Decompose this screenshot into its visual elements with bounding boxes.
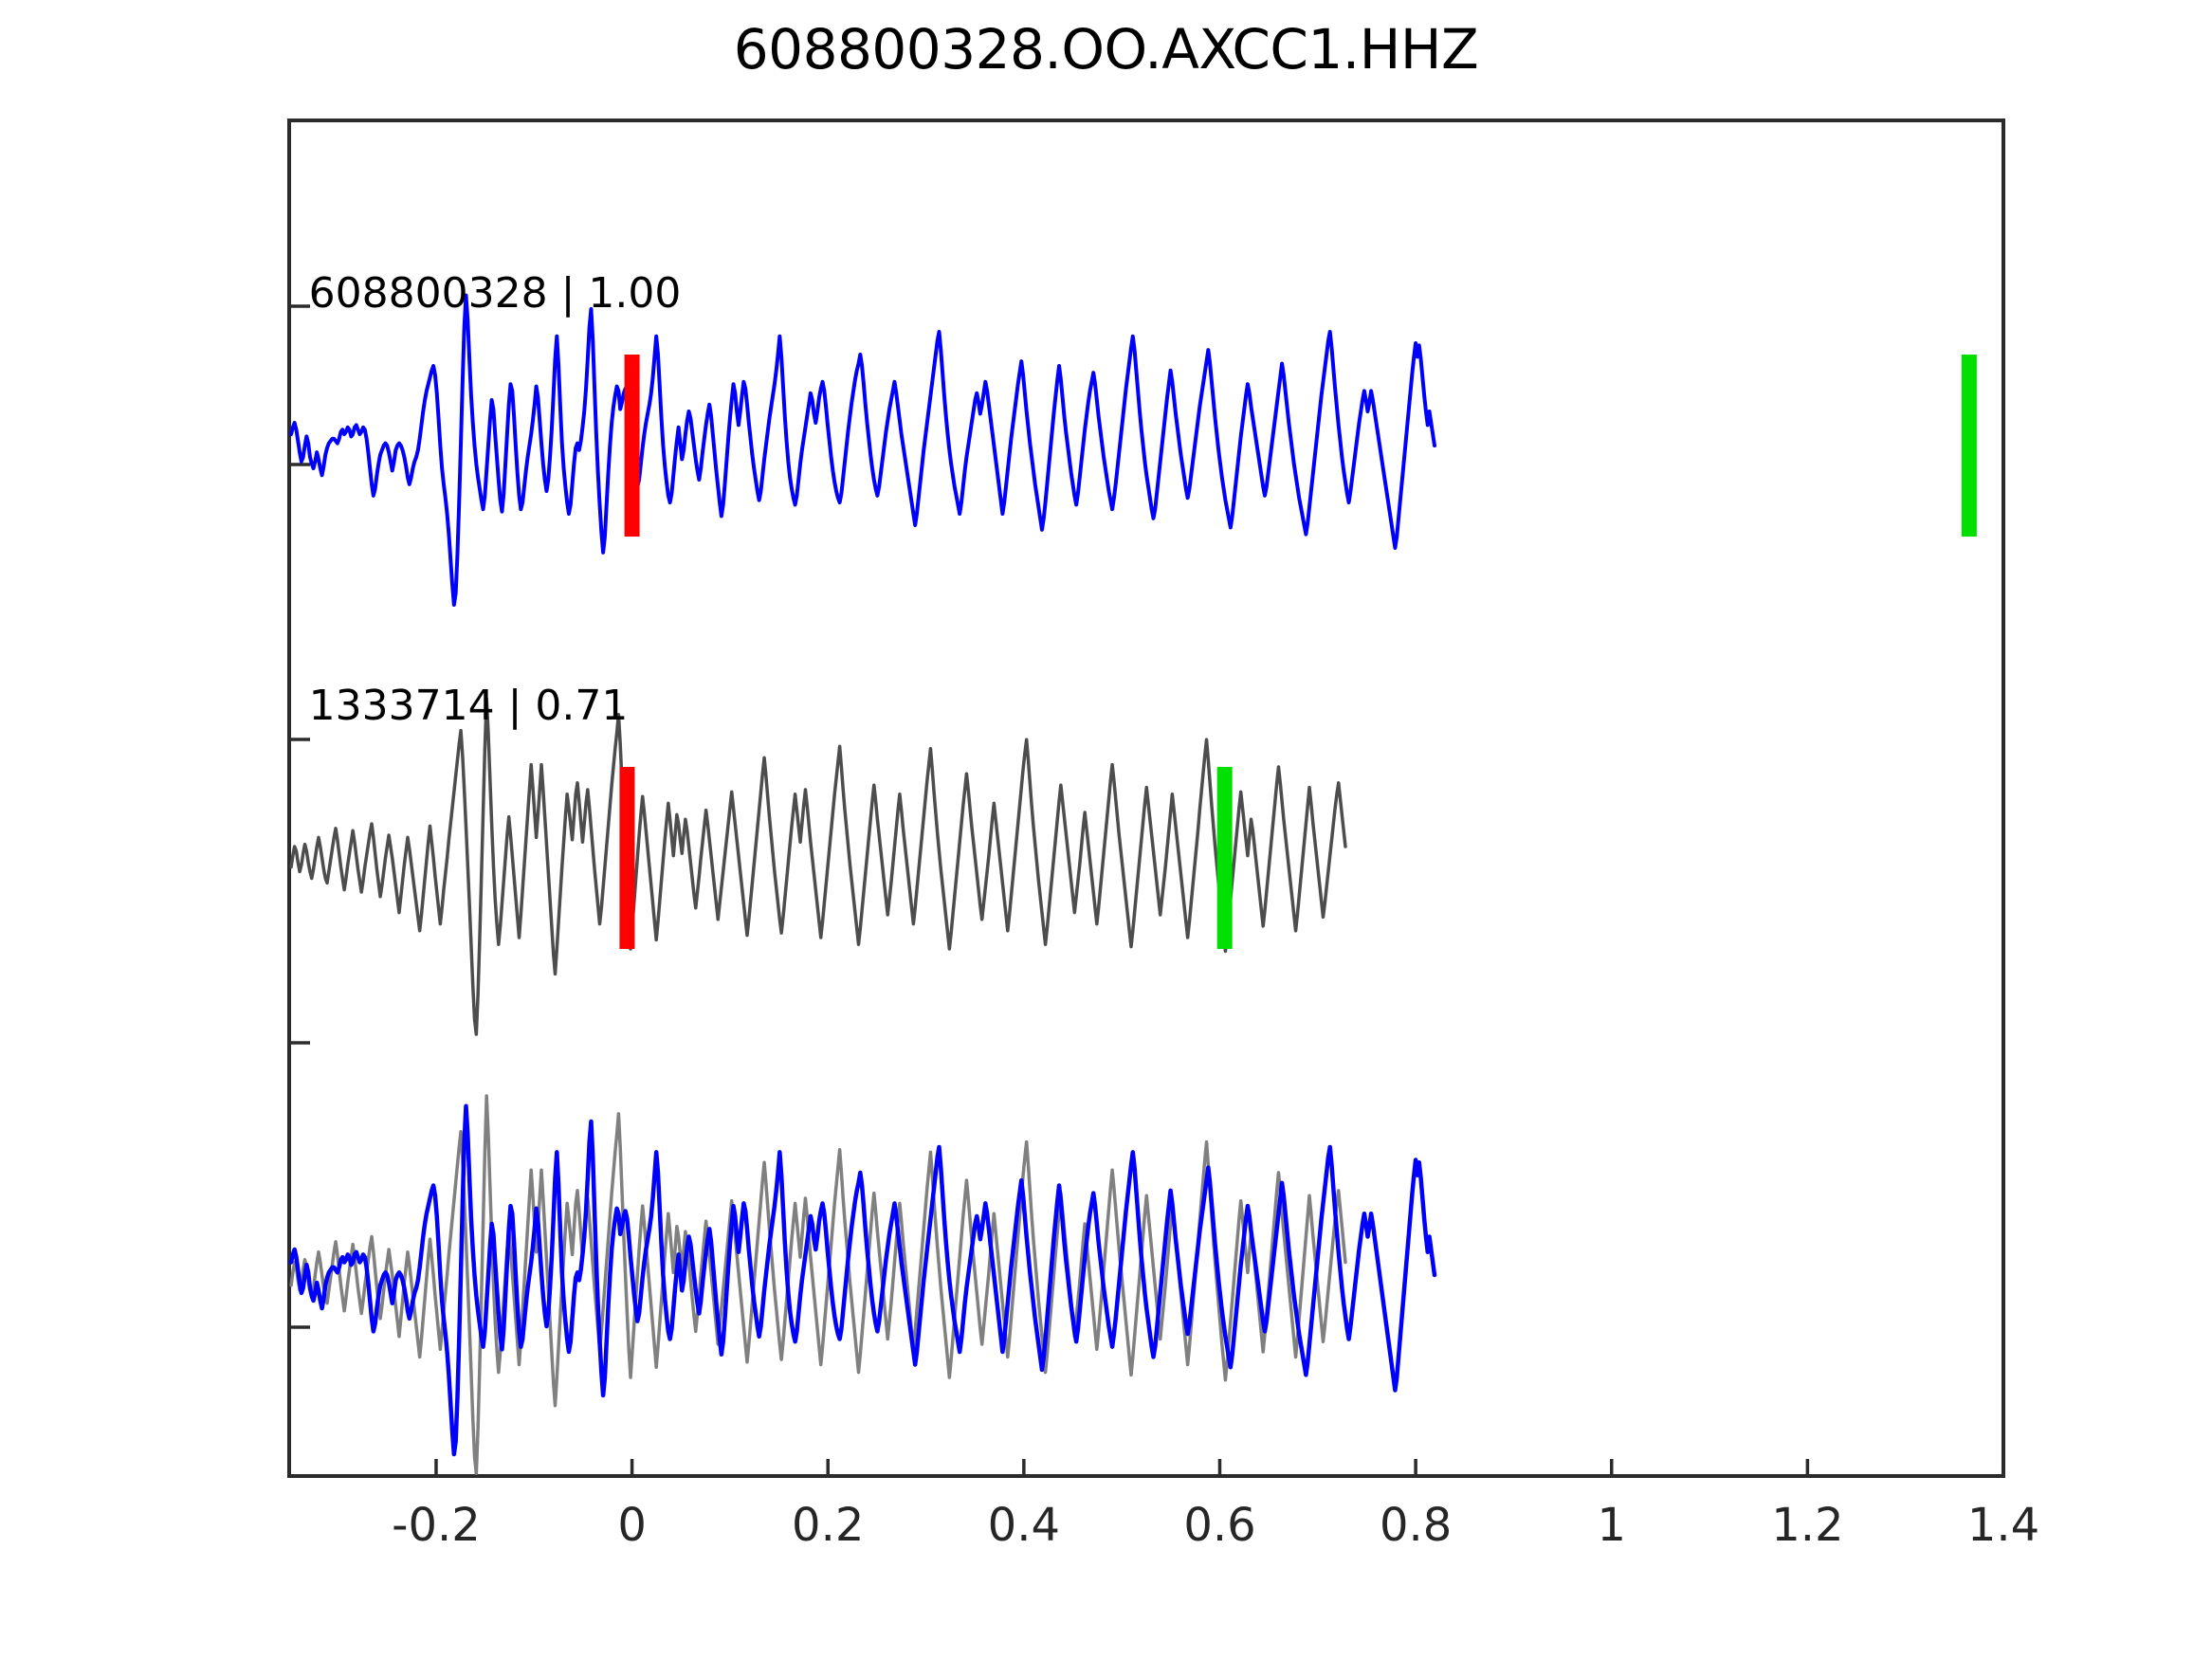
x-tick-label: -0.2 — [392, 1499, 481, 1552]
waveforms-layer — [288, 293, 1437, 1475]
plot-frame — [287, 118, 2005, 1478]
x-tick-label: 0.4 — [988, 1499, 1060, 1552]
trace-labels-layer: 608800328 | 1.00 1333714 | 0.71 — [309, 269, 682, 730]
waveform-608800328 — [289, 293, 1436, 607]
overlay-waveform-608800328 — [288, 1103, 1437, 1457]
tick-labels-layer: -0.2 0 0.2 0.4 0.6 0.8 1 1.2 1.4 — [392, 1499, 2039, 1552]
markers-layer — [619, 355, 1977, 949]
x-tick-label: 1 — [1597, 1499, 1626, 1552]
x-tick-label: 0.2 — [792, 1499, 864, 1552]
x-tick-label: 1.4 — [1967, 1499, 2039, 1552]
page-title: 608800328.OO.AXCC1.HHZ — [733, 17, 1479, 82]
overlay-waveform-1333714 — [289, 1094, 1347, 1475]
waveform-1333714 — [289, 697, 1347, 1036]
x-tick-label: 0.8 — [1380, 1499, 1452, 1552]
trace-label-2: 1333714 | 0.71 — [309, 682, 629, 730]
trace-label-1: 608800328 | 1.00 — [309, 269, 682, 318]
x-tick-label: 1.2 — [1771, 1499, 1843, 1552]
x-tick-label: 0.6 — [1183, 1499, 1255, 1552]
axes-layer — [287, 118, 2005, 1478]
x-tick-label: 0 — [617, 1499, 647, 1552]
